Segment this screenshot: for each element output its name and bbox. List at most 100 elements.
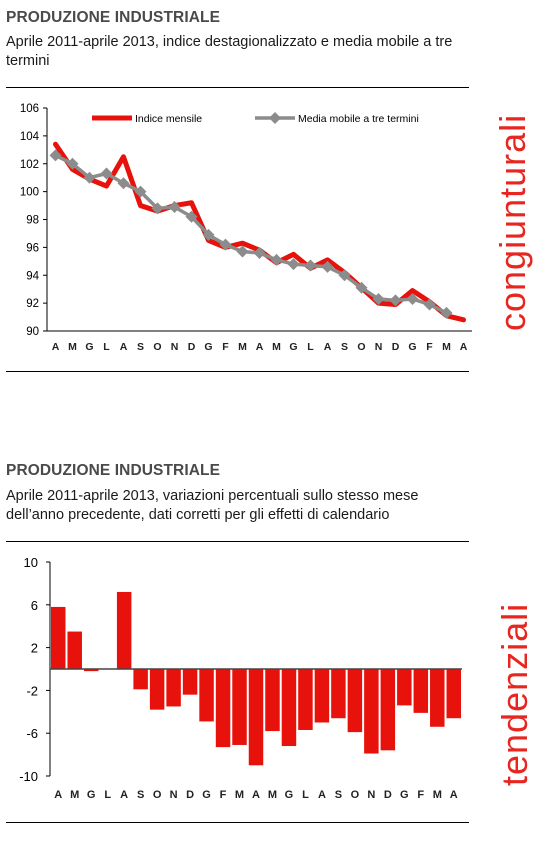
chart2-bar bbox=[298, 669, 313, 730]
chart1-point-media-mobile bbox=[83, 171, 96, 184]
chart1-y-tick-label: 102 bbox=[20, 159, 39, 171]
chart2-x-tick-label: S bbox=[137, 789, 144, 801]
chart1-point-media-mobile bbox=[100, 167, 113, 180]
chart2-x-tick-label: O bbox=[351, 789, 360, 801]
chart2-x-tick-label: G bbox=[87, 789, 96, 801]
chart1-point-media-mobile bbox=[253, 246, 266, 259]
chart1-bottom-rule bbox=[6, 371, 469, 372]
chart2-x-tick-label: M bbox=[235, 789, 244, 801]
chart2-x-tick-label: D bbox=[384, 789, 392, 801]
chart1-y-tick-label: 94 bbox=[26, 270, 39, 282]
chart1-point-media-mobile bbox=[406, 292, 419, 305]
chart2-x-tick-label: N bbox=[170, 789, 178, 801]
chart1-x-tick-label: F bbox=[222, 341, 229, 353]
chart2-bottom-rule bbox=[6, 822, 469, 823]
chart1-x-tick-label: D bbox=[392, 341, 400, 353]
chart1-point-media-mobile bbox=[66, 157, 79, 170]
chart1-x-tick-label: M bbox=[272, 341, 281, 353]
chart1-x-tick-label: G bbox=[289, 341, 297, 353]
chart1-x-tick-label: M bbox=[68, 341, 77, 353]
chart2-x-tick-label: A bbox=[450, 789, 458, 801]
chart2-x-tick-label: L bbox=[104, 789, 111, 801]
chart2-x-tick-label: G bbox=[202, 789, 211, 801]
chart2-y-tick-label: -2 bbox=[26, 683, 38, 698]
chart1-point-media-mobile bbox=[134, 185, 147, 198]
chart1-point-media-mobile bbox=[338, 269, 351, 282]
chart2-bar bbox=[331, 669, 346, 719]
chart2-x-tick-label: F bbox=[417, 789, 424, 801]
chart1-x-tick-label: D bbox=[188, 341, 196, 353]
chart1-point-media-mobile bbox=[236, 245, 249, 258]
chart2-bar bbox=[215, 669, 231, 748]
chart2-bar bbox=[199, 669, 214, 722]
chart2-bar bbox=[413, 669, 429, 713]
chart1-x-tick-label: A bbox=[52, 341, 60, 353]
chart1-legend-marker-media bbox=[269, 112, 281, 124]
chart1-point-media-mobile bbox=[219, 238, 232, 251]
chart1-y-tick-label: 104 bbox=[20, 131, 40, 143]
chart2-x-tick-label: A bbox=[120, 789, 128, 801]
chart2-x-tick-label: M bbox=[70, 789, 79, 801]
chart1-top-rule bbox=[6, 87, 469, 88]
chart2-x-tick-label: G bbox=[400, 789, 409, 801]
chart2-bar bbox=[182, 669, 198, 695]
chart1-y-tick-label: 106 bbox=[20, 103, 39, 115]
chart2-y-tick-label: 2 bbox=[31, 641, 38, 656]
chart1-y-tick-label: 92 bbox=[26, 298, 39, 310]
chart2-y-tick-label: -10 bbox=[19, 769, 38, 784]
chart2-title: PRODUZIONE INDUSTRIALE bbox=[6, 462, 221, 479]
chart2-bar bbox=[51, 606, 66, 669]
chart2-x-tick-label: A bbox=[318, 789, 326, 801]
chart1-legend-label-media: Media mobile a tre termini bbox=[298, 113, 419, 125]
chart2-x-tick-label: A bbox=[252, 789, 260, 801]
chart2-x-tick-label: O bbox=[153, 789, 162, 801]
chart1-point-media-mobile bbox=[185, 210, 198, 223]
chart2-bar bbox=[67, 631, 82, 669]
chart2-x-tick-label: D bbox=[186, 789, 194, 801]
chart1-x-tick-label: S bbox=[137, 341, 144, 353]
chart1-point-media-mobile bbox=[168, 200, 181, 213]
chart1-x-tick-label: O bbox=[153, 341, 161, 353]
chart1-subtitle: Aprile 2011-aprile 2013, indice destagio… bbox=[6, 34, 453, 69]
chart1-x-tick-label: N bbox=[171, 341, 179, 353]
chart1-point-media-mobile bbox=[321, 260, 334, 273]
chart2-bar bbox=[397, 669, 412, 706]
chart1-legend-label-indice: Indice mensile bbox=[135, 113, 202, 125]
chart1-x-tick-label: M bbox=[238, 341, 247, 353]
chart2-bar bbox=[116, 591, 132, 669]
chart2-bar bbox=[281, 669, 297, 747]
chart2-bar bbox=[380, 669, 396, 751]
side-label-congiunturali: congiunturali bbox=[492, 113, 533, 331]
chart2-bar bbox=[248, 669, 264, 766]
chart1-point-media-mobile bbox=[270, 253, 283, 266]
chart1-y-tick-label: 96 bbox=[26, 242, 39, 254]
chart1-point-media-mobile bbox=[304, 259, 317, 272]
chart2-bar bbox=[166, 669, 181, 707]
chart2-y-tick-label: 6 bbox=[31, 598, 38, 613]
chart2-x-tick-label: M bbox=[433, 789, 442, 801]
chart1-y-tick-label: 90 bbox=[26, 326, 39, 338]
chart2-x-tick-label: S bbox=[335, 789, 342, 801]
chart2-bar bbox=[133, 669, 148, 690]
chart2-x-tick-label: F bbox=[220, 789, 227, 801]
chart1-point-media-mobile bbox=[117, 177, 130, 190]
chart1-point-media-mobile bbox=[355, 281, 368, 294]
chart1-point-media-mobile bbox=[287, 258, 300, 271]
chart2-bar bbox=[314, 669, 330, 723]
chart1-x-tick-label: L bbox=[103, 341, 110, 353]
chart1-x-tick-label: F bbox=[426, 341, 433, 353]
chart2-subtitle: Aprile 2011-aprile 2013, variazioni perc… bbox=[6, 488, 419, 523]
chart2-y-tick-label: 10 bbox=[24, 555, 38, 570]
chart1-x-tick-label: A bbox=[324, 341, 332, 353]
chart2-y-tick-label: -6 bbox=[26, 726, 38, 741]
chart1-point-media-mobile bbox=[49, 149, 62, 162]
chart2-x-tick-label: G bbox=[285, 789, 294, 801]
chart1-x-tick-label: G bbox=[408, 341, 416, 353]
chart2-bar bbox=[83, 669, 99, 672]
chart2-bar bbox=[364, 669, 379, 754]
chart1-series-media-mobile bbox=[54, 153, 448, 315]
chart2-bar bbox=[347, 669, 363, 733]
chart1-x-tick-label: S bbox=[341, 341, 348, 353]
chart1-y-tick-label: 98 bbox=[26, 215, 39, 227]
